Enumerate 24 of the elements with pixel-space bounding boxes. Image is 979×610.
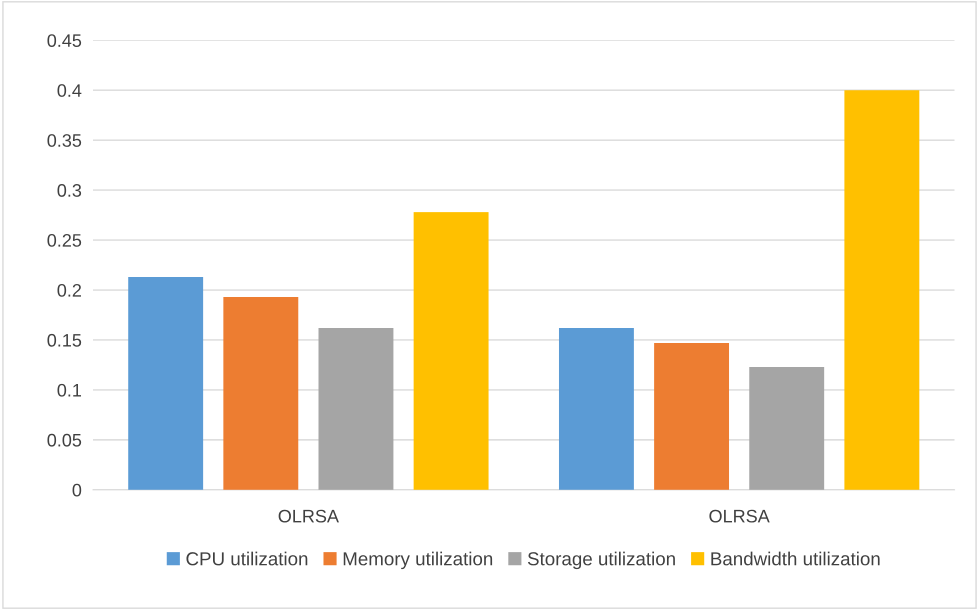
- bar: [558, 328, 634, 490]
- y-tick-label: 0.15: [47, 334, 82, 347]
- y-tick-label: 0.25: [47, 234, 82, 247]
- y-tick-label: 0.1: [58, 384, 82, 397]
- y-tick-label: 0.4: [58, 84, 82, 97]
- legend-label: Storage utilization: [528, 552, 675, 570]
- y-tick-label: 0.45: [47, 34, 82, 47]
- bar: [414, 212, 489, 490]
- x-tick-label: OLRSA: [278, 510, 339, 523]
- y-tick-label: 0: [72, 484, 82, 497]
- bar: [844, 90, 920, 490]
- legend-label: CPU utilization: [186, 552, 308, 566]
- legend-label: Bandwidth utilization: [711, 552, 880, 566]
- bar: [318, 328, 394, 490]
- y-tick-label: 0.35: [47, 134, 82, 147]
- bar: [223, 297, 298, 490]
- bar: [128, 277, 204, 490]
- y-tick-label: 0.3: [58, 184, 82, 197]
- bar: [749, 366, 824, 490]
- y-tick-label: 0.2: [58, 284, 81, 297]
- legend-label: Memory utilization: [344, 552, 492, 570]
- bar: [654, 342, 730, 490]
- x-tick-label: OLRSA: [709, 510, 770, 523]
- y-tick-label: 0.05: [47, 434, 82, 447]
